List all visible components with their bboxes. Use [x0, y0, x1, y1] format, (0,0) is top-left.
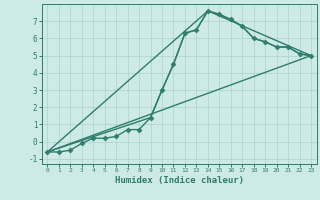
X-axis label: Humidex (Indice chaleur): Humidex (Indice chaleur): [115, 176, 244, 185]
